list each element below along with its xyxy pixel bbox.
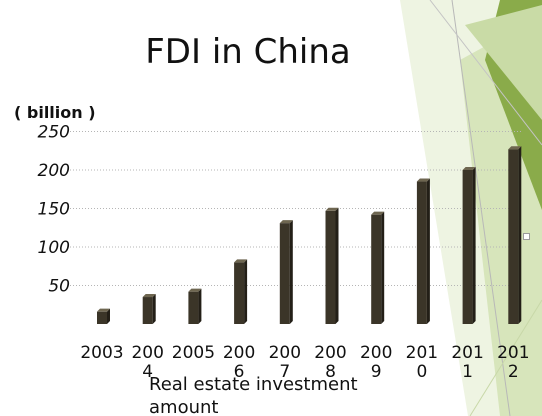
x-tick-label: 201 0 [406,343,438,382]
x-tick-label: 201 1 [451,343,483,382]
bar-2008 [325,207,339,324]
bar-side [381,211,385,324]
x-tick-label: 2005 [172,343,215,363]
bar-2006 [234,259,248,324]
bar-front [508,149,519,324]
grid-lines [70,131,522,286]
x-tick-label: 200 6 [223,343,255,382]
bar-front [371,214,382,324]
y-tick-label: 250 [38,123,70,143]
x-tick-label: 200 9 [360,343,392,382]
bar-top [416,178,430,182]
bar-top [508,146,522,150]
bar-side [472,167,476,324]
chart-title: FDI in China [145,32,351,72]
x-tick-labels: 2003 200 4 2005 200 6 200 7 200 8 200 9 201 0 201 1 201 2 [80,343,529,382]
bar-top [188,288,202,292]
bar-front [234,262,245,324]
x-axis-title-line-2: amount [149,397,218,416]
x-tick-label: 200 7 [269,343,301,382]
bar-side [244,259,248,324]
bar-top [279,220,293,224]
bar-2005 [188,288,202,324]
bar-front [142,297,153,324]
bar-side [518,146,522,324]
bar-side [107,308,110,324]
bar-front [462,170,473,324]
bar-front [188,291,199,324]
bar-top [462,167,476,170]
bar-side [426,178,430,324]
bars [97,146,522,324]
x-axis-title-line-1: Real estate investment [149,374,358,395]
y-tick-label: 150 [38,200,70,220]
bar-front [416,181,427,324]
bar-front [325,210,336,324]
bar-side [198,288,202,324]
bar-2010 [416,178,430,324]
y-tick-label: 50 [48,277,70,297]
decor-thin-line-2 [429,0,542,146]
bar-2009 [371,211,385,324]
bar-top [142,294,156,298]
bar-top [234,259,248,263]
bar-side [289,220,293,324]
x-tick-label: 200 4 [131,343,163,382]
bar-top [325,207,339,211]
bar-top [371,211,385,215]
bar-front [97,311,107,324]
x-tick-label: 2003 [80,343,123,363]
bar-top [97,308,110,312]
bar-front [279,223,290,324]
bar-side [152,294,156,324]
bar-2003 [97,308,110,324]
decor-thin-line-3 [469,299,542,416]
x-tick-label: 200 8 [314,343,346,382]
bar-2004 [142,294,156,324]
bar-2007 [279,220,293,324]
bar-2011 [462,167,476,324]
x-tick-label: 201 2 [497,343,529,382]
bar-2012 [508,146,522,324]
y-tick-label: 100 [38,238,70,258]
resize-handle[interactable] [523,233,530,240]
x-axis-title: Real estate investment amount [149,374,363,416]
y-tick-label: 200 [38,161,70,181]
y-unit-label: ( billion ) [14,103,96,122]
decor-pale-triangle [465,5,542,120]
y-tick-labels: 50 100 150 200 250 [38,123,70,297]
bar-side [335,207,339,324]
